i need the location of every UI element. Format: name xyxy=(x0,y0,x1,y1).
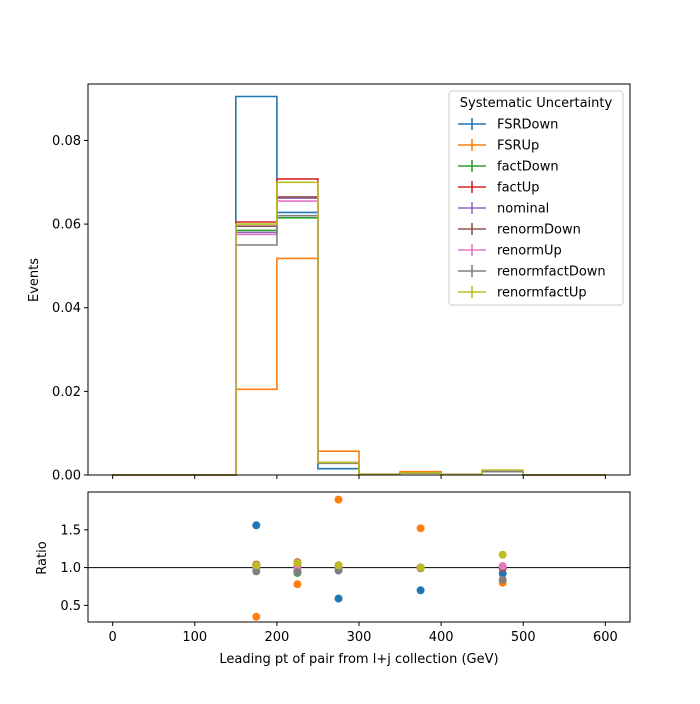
legend-label-renormUp: renormUp xyxy=(497,244,562,259)
ratio-point-FSRUp xyxy=(252,612,261,621)
legend-item-FSRUp: FSRUp xyxy=(458,139,539,154)
ratio-point-renormUp xyxy=(498,562,507,571)
legend-label-renormfactDown: renormfactDown xyxy=(497,265,606,280)
main-panel: 0.00 0.02 0.04 0.06 0.08 Events Systematic U… xyxy=(27,83,631,484)
ratio-point-FSRUp xyxy=(293,580,302,589)
ratio-point-renormfactDown xyxy=(252,567,261,576)
x-tick-label: 600 xyxy=(593,630,618,645)
x-tick-label: 0 xyxy=(108,630,116,645)
ratio-x-ticks: 0 100 200 300 400 500 600 xyxy=(108,622,618,645)
legend-item-FSRDown: FSRDown xyxy=(458,118,558,133)
ratio-y-tick-label: 1.5 xyxy=(60,523,81,538)
ratio-y-tick-label: 0.5 xyxy=(60,599,81,614)
x-tick-label: 200 xyxy=(264,630,289,645)
ratio-point-FSRDown xyxy=(252,521,261,530)
ratio-point-renormfactUp xyxy=(416,563,425,572)
legend-item-factUp: factUp xyxy=(458,181,540,196)
ratio-y-ticks: 0.5 1.0 1.5 xyxy=(60,523,88,614)
legend: Systematic Uncertainty FSRDown FSRUp factD… xyxy=(448,90,624,306)
ratio-panel: 0 100 200 300 400 500 600 0.5 1.0 1.5 Ratio Lead… xyxy=(35,491,631,667)
legend-label-renormfactUp: renormfactUp xyxy=(497,286,587,301)
legend-items: FSRDown FSRUp factDown factUp nominal renormD… xyxy=(458,118,606,301)
legend-label-renormDown: renormDown xyxy=(497,223,581,238)
legend-item-renormfactUp: renormfactUp xyxy=(458,286,587,301)
legend-item-nominal: nominal xyxy=(458,202,549,217)
legend-label-FSRDown: FSRDown xyxy=(497,118,558,133)
ratio-point-renormfactUp xyxy=(334,561,343,570)
legend-label-factUp: factUp xyxy=(497,181,540,196)
main-y-tick-label: 0.06 xyxy=(52,218,81,233)
x-tick-label: 400 xyxy=(429,630,454,645)
main-y-tick-label: 0.02 xyxy=(52,385,81,400)
ratio-point-renormfactUp xyxy=(293,559,302,567)
ratio-axes-background xyxy=(88,492,630,622)
legend-item-renormDown: renormDown xyxy=(458,223,581,238)
legend-item-renormfactDown: renormfactDown xyxy=(458,265,606,280)
main-y-ticks: 0.00 0.02 0.04 0.06 0.08 xyxy=(52,134,88,484)
x-tick-label: 300 xyxy=(347,630,372,645)
x-tick-label: 100 xyxy=(182,630,207,645)
ratio-point-renormfactDown xyxy=(498,575,507,584)
ratio-point-renormfactUp xyxy=(252,561,261,570)
ratio-point-FSRDown xyxy=(334,594,343,603)
ratio-point-FSRUp xyxy=(334,495,343,504)
main-x-ticks xyxy=(112,475,606,479)
ratio-point-FSRDown xyxy=(416,586,425,595)
legend-label-FSRUp: FSRUp xyxy=(497,139,539,154)
x-tick-label: 500 xyxy=(511,630,536,645)
ratio-y-tick-label: 1.0 xyxy=(60,561,81,576)
main-y-tick-label: 0.08 xyxy=(52,134,81,149)
ratio-y-axis-label: Ratio xyxy=(35,541,50,574)
legend-label-factDown: factDown xyxy=(497,160,559,175)
ratio-point-renormfactUp xyxy=(498,550,507,559)
ratio-point-renormfactDown xyxy=(293,568,302,577)
legend-item-renormUp: renormUp xyxy=(458,244,562,259)
legend-item-factDown: factDown xyxy=(458,160,559,175)
main-y-tick-label: 0.00 xyxy=(52,469,81,484)
x-axis-label: Leading pt of pair from l+j collection (… xyxy=(219,652,498,667)
ratio-point-FSRUp xyxy=(416,524,425,533)
main-y-axis-label: Events xyxy=(27,258,42,302)
legend-label-nominal: nominal xyxy=(497,202,549,217)
legend-frame xyxy=(448,90,624,306)
ratio-points-group xyxy=(252,495,507,621)
main-y-tick-label: 0.04 xyxy=(52,301,81,316)
legend-title: Systematic Uncertainty xyxy=(460,96,613,111)
